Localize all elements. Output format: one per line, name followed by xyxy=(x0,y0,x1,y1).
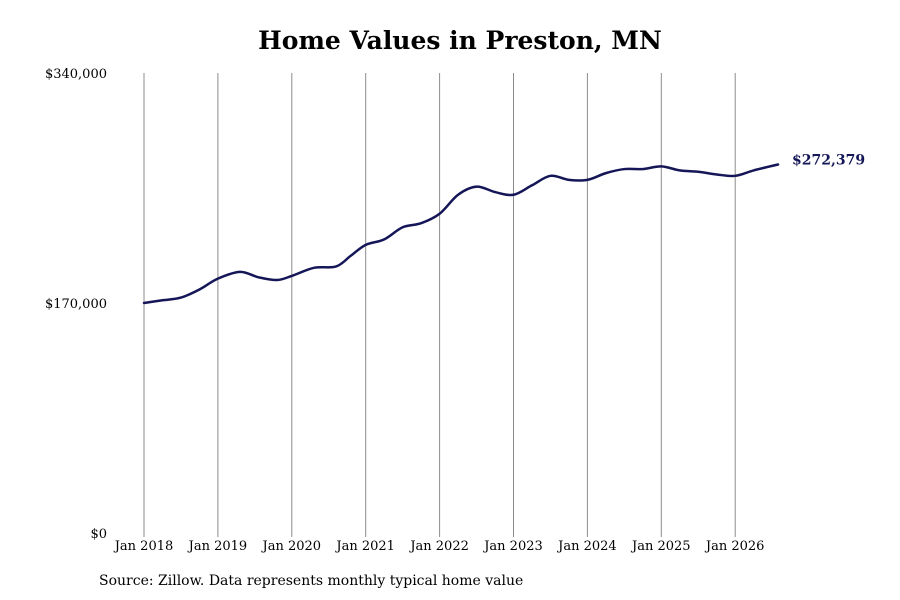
annotations: $272,379 xyxy=(792,152,865,168)
x-tick-label: Jan 2021 xyxy=(334,539,395,554)
x-tick-label: Jan 2026 xyxy=(704,539,765,554)
y-axis: $340,000 $170,000 $0 xyxy=(45,67,107,542)
x-tick-label: Jan 2018 xyxy=(113,539,174,554)
x-tick-label: Jan 2020 xyxy=(261,539,322,554)
y-tick-label: $170,000 xyxy=(45,297,107,312)
x-axis: Jan 2018 Jan 2019 Jan 2020 Jan 2021 Jan 2022… xyxy=(113,539,765,554)
y-tick-label: $0 xyxy=(90,527,107,542)
x-tick-label: Jan 2024 xyxy=(556,539,617,554)
x-tick-label: Jan 2022 xyxy=(408,539,469,554)
series-group xyxy=(142,163,780,305)
y-tick-label: $340,000 xyxy=(45,67,107,82)
source-note: Source: Zillow. Data represents monthly … xyxy=(99,573,524,589)
x-tick-label: Jan 2023 xyxy=(482,539,543,554)
chart-title: Home Values in Preston, MN xyxy=(258,26,662,55)
grid-lines xyxy=(143,73,736,537)
end-value-label: $272,379 xyxy=(792,152,865,168)
series-line xyxy=(142,163,780,305)
x-tick-label: Jan 2025 xyxy=(630,539,691,554)
x-tick-label: Jan 2019 xyxy=(187,539,248,554)
